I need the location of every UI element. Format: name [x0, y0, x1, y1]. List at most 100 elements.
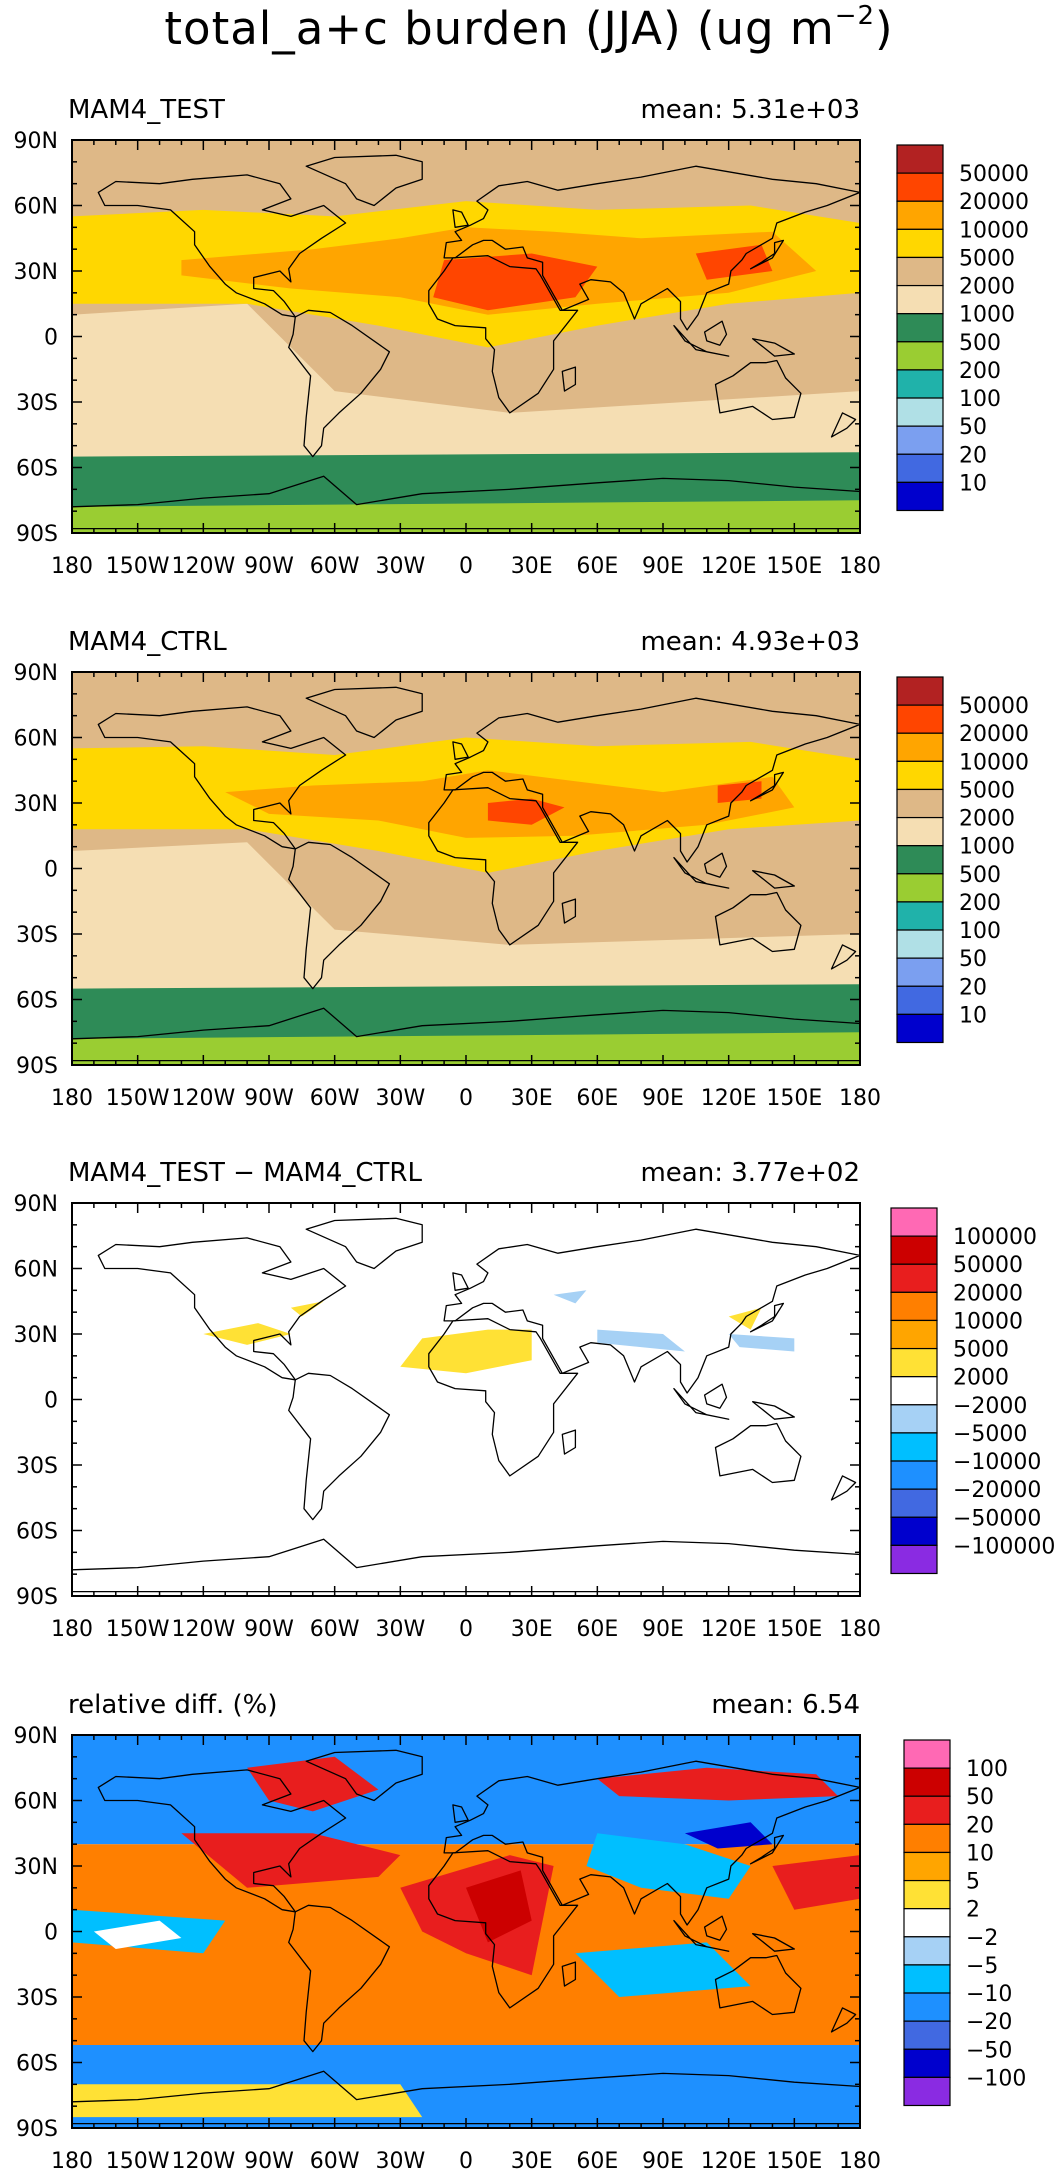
colorbar-swatch — [896, 873, 944, 903]
lon-tick-label: 150W — [106, 1086, 170, 1111]
coastline-newguinea — [752, 870, 795, 889]
coastline-nz — [830, 944, 857, 970]
coastline-eurasia — [443, 697, 860, 863]
lon-tick-label: 150W — [106, 2149, 170, 2174]
colorbar-label: 50 — [959, 415, 987, 440]
field-region — [72, 2084, 423, 2118]
lon-tick-label: 150W — [106, 554, 170, 579]
colorbar-label: −2000 — [953, 1394, 1027, 1419]
field-region — [400, 1329, 532, 1374]
figure-title: total_a+c burden (JJA) (ug m−2) — [0, 1, 1058, 55]
colorbar-label: 2000 — [959, 807, 1015, 832]
colorbar-swatch — [896, 453, 944, 483]
coastline-eurasia — [443, 1760, 860, 1926]
colorbar-label: 20000 — [953, 1281, 1023, 1306]
coastlines — [72, 154, 860, 530]
lat-tick-label: 0 — [44, 1921, 58, 1946]
lat-tick-label: 90N — [14, 1192, 58, 1217]
coastline-borneo — [703, 1383, 728, 1409]
coastline-madagascar — [561, 1429, 577, 1455]
colorbar-label: 10 — [966, 1841, 994, 1866]
colorbar-swatch — [896, 929, 944, 959]
lon-tick-label: 120E — [701, 554, 757, 579]
ticks — [71, 671, 861, 1066]
coastline-japan — [749, 771, 785, 802]
coastline-namerica — [97, 1237, 347, 1381]
colorbar-swatch — [903, 2076, 951, 2107]
lat-tick-label: 30S — [16, 1986, 58, 2011]
field-region — [772, 1855, 860, 1910]
colorbar-swatch — [903, 1767, 951, 1797]
colorbar-label: −10000 — [953, 1450, 1041, 1475]
colorbar-swatch — [896, 172, 944, 202]
map-test — [72, 140, 860, 533]
colorbar-label: −100 — [966, 2066, 1026, 2091]
lat-tick-label: 0 — [44, 326, 58, 351]
lon-tick-label: 120E — [701, 1617, 757, 1642]
colorbar-swatch — [890, 1488, 938, 1518]
colorbar-swatch — [903, 2048, 951, 2078]
colorbar-label: 20 — [959, 975, 987, 1000]
lon-tick-label: 60W — [310, 554, 360, 579]
colorbar-swatch — [890, 1432, 938, 1462]
lon-tick-label: 150E — [766, 554, 822, 579]
panel-ctrl: MAM4_CTRL mean: 4.93e+03 90N 60N 30N 0 30S 60S 9… — [14, 627, 1029, 1111]
colorbar-ctrl: 50000 20000 10000 5000 2000 1000 500 200 100 50 20… — [896, 676, 1029, 1044]
colorbar-swatch — [896, 425, 944, 455]
colorbar-label: 5 — [966, 1870, 980, 1895]
lat-tick-label: 60N — [14, 727, 58, 752]
colorbar-label: 5000 — [953, 1338, 1009, 1363]
colorbar-label: 1000 — [959, 835, 1015, 860]
map-background — [72, 1203, 860, 1596]
coastline-africa — [428, 255, 579, 414]
colorbar-swatch — [896, 284, 944, 315]
colorbar-swatch — [903, 1851, 951, 1882]
colorbar-swatch — [896, 341, 944, 371]
field-region — [466, 1870, 532, 1943]
field-region — [586, 1833, 751, 1899]
lon-tick-label: 90E — [642, 2149, 684, 2174]
colorbar-swatch — [896, 256, 944, 287]
coastline-greenland — [305, 154, 423, 207]
coastline-indonesia — [673, 324, 730, 357]
lon-tick-label: 60E — [576, 1086, 618, 1111]
lat-tick-label: 90S — [16, 522, 58, 547]
lon-tick-label: 180 — [839, 1086, 881, 1111]
colorbar-swatch — [903, 1879, 951, 1910]
lon-tick-label: 60E — [576, 554, 618, 579]
colorbar-swatch — [896, 313, 944, 343]
colorbar-swatch — [896, 816, 944, 847]
coastline-japan — [749, 1834, 785, 1865]
colorbar-swatch — [896, 760, 944, 791]
coastline-madagascar — [561, 366, 577, 392]
lon-tick-label: 30W — [375, 1617, 425, 1642]
colorbar-label: 100 — [966, 1757, 1008, 1782]
colorbar-label: −10 — [966, 1982, 1012, 2007]
lon-tick-label: 150E — [766, 1617, 822, 1642]
colorbar-label: −100000 — [953, 1534, 1055, 1559]
colorbar-label: 2000 — [959, 275, 1015, 300]
colorbar-swatch — [896, 397, 944, 427]
lon-tick-label: 60W — [310, 1617, 360, 1642]
lat-tick-label: 60S — [16, 2052, 58, 2077]
field-region — [93, 1920, 182, 1949]
colorbar-label: −5 — [966, 1954, 998, 1979]
colorbar-swatch — [890, 1291, 938, 1322]
coastline-indonesia — [673, 1919, 730, 1952]
colorbar-label: 50000 — [953, 1253, 1023, 1278]
lon-tick-label: 180 — [839, 1617, 881, 1642]
coastline-uk — [452, 1804, 469, 1823]
coastline-eurasia — [443, 1228, 860, 1394]
colorbar-label: 2 — [966, 1898, 980, 1923]
colorbar-label: 10 — [959, 471, 987, 496]
colorbar-swatch — [890, 1404, 938, 1434]
colorbar-swatch — [896, 1013, 944, 1044]
colorbar-swatch — [896, 985, 944, 1015]
coastline-africa — [428, 1318, 579, 1477]
colorbar-swatch — [896, 369, 944, 399]
lon-tick-label: 60E — [576, 1617, 618, 1642]
lon-tick-label: 30W — [375, 554, 425, 579]
lat-tick-label: 0 — [44, 858, 58, 883]
lat-tick-label: 60N — [14, 1790, 58, 1815]
